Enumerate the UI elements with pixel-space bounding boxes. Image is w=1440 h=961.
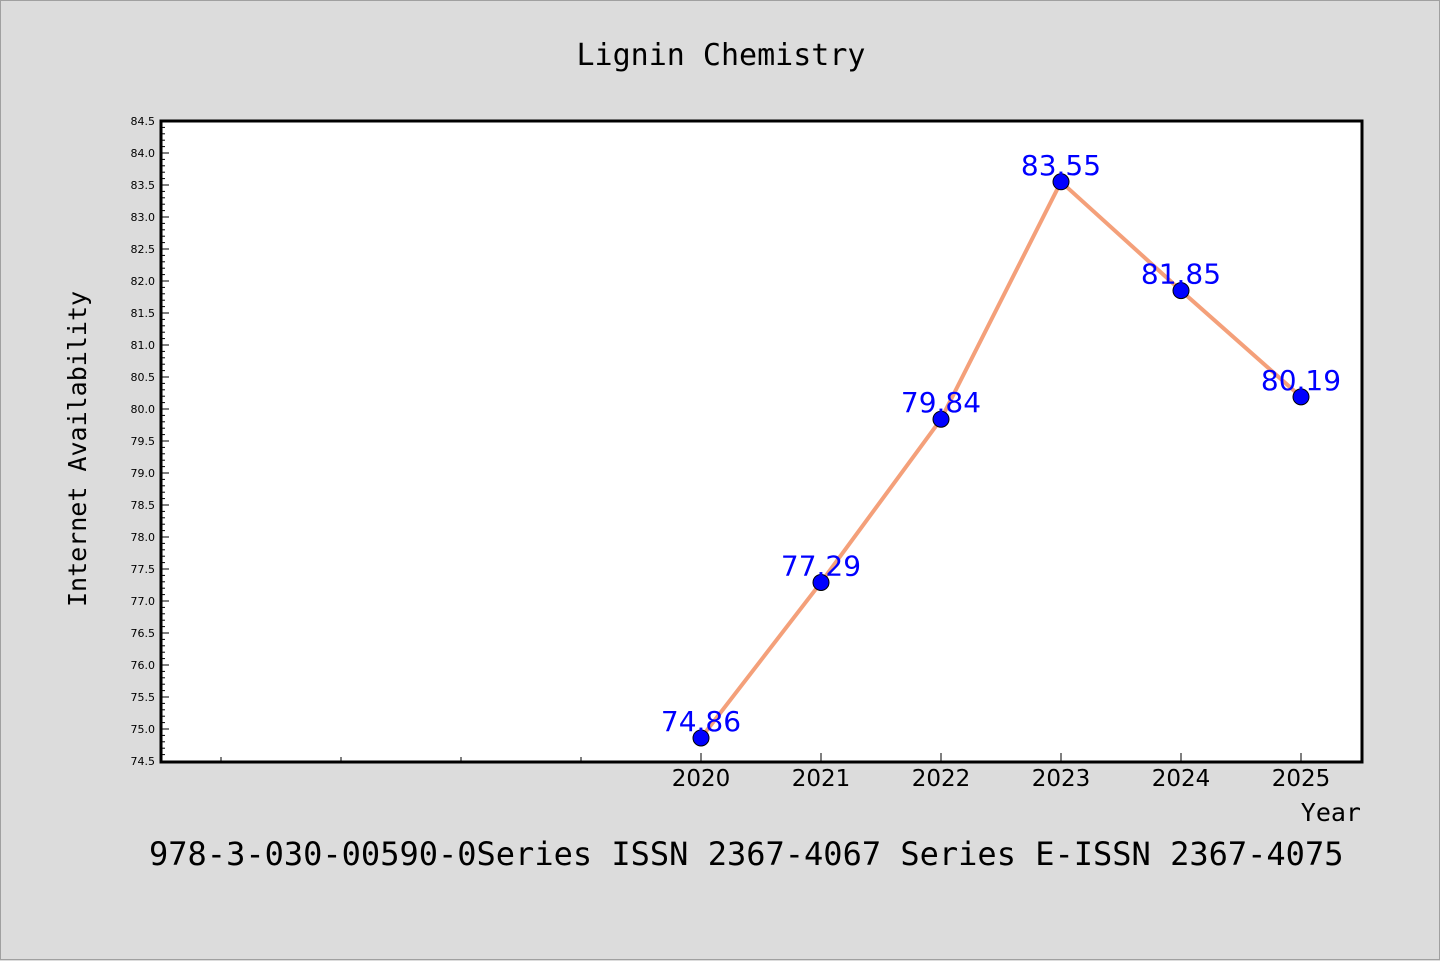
series-line — [699, 179, 1303, 740]
x-tick-label: 2025 — [1272, 766, 1331, 792]
data-label: 77.29 — [781, 549, 861, 582]
y-tick-label: 77.0 — [131, 595, 156, 608]
x-tick-label: 2020 — [672, 766, 731, 792]
y-tick-label: 76.5 — [131, 627, 156, 640]
y-axis-label: Internet Availability — [63, 291, 92, 607]
y-tick-label: 78.5 — [131, 499, 156, 512]
y-tick-label: 80.5 — [131, 371, 156, 384]
data-point — [692, 729, 710, 747]
y-tick-label: 81.0 — [131, 339, 156, 352]
y-tick-label: 76.0 — [131, 659, 156, 672]
y-tick-label: 79.0 — [131, 467, 156, 480]
chart-title: Lignin Chemistry — [577, 38, 866, 73]
data-label: 79.84 — [901, 386, 981, 419]
data-point — [812, 573, 830, 591]
data-point — [1172, 282, 1190, 300]
y-tick-label: 80.0 — [131, 403, 156, 416]
data-label: 74.86 — [661, 705, 741, 738]
y-tick-label: 82.0 — [131, 275, 156, 288]
data-label: 83.55 — [1021, 149, 1101, 182]
data-label: 80.19 — [1261, 364, 1341, 397]
plot-area — [159, 119, 1364, 764]
y-tick-label: 77.5 — [131, 563, 156, 576]
y-tick-label: 75.0 — [131, 723, 156, 736]
y-axis: 74.5 75.0 75.5 76.0 76.5 77.0 77.5 78.0 78.5 79.0… — [131, 115, 169, 768]
y-tick-label: 78.0 — [131, 531, 156, 544]
y-tick-label: 84.5 — [131, 115, 156, 128]
x-tick-label: 2022 — [912, 766, 971, 792]
x-axis: 2020 2021 2022 2023 2024 2025 — [220, 753, 1331, 792]
x-tick-label: 2023 — [1032, 766, 1091, 792]
y-tick-label: 83.0 — [131, 211, 156, 224]
y-tick-label: 74.5 — [131, 755, 156, 768]
data-point — [1292, 388, 1310, 406]
data-point — [1052, 173, 1070, 191]
data-point — [932, 410, 950, 428]
x-axis-label: Year — [1301, 798, 1361, 827]
y-tick-label: 84.0 — [131, 147, 156, 160]
footer-text: 978-3-030-00590-0Series ISSN 2367-4067 S… — [149, 835, 1343, 873]
y-tick-label: 83.5 — [131, 179, 156, 192]
y-tick-label: 75.5 — [131, 691, 156, 704]
y-tick-label: 82.5 — [131, 243, 156, 256]
y-tick-label: 79.5 — [131, 435, 156, 448]
x-tick-label: 2024 — [1152, 766, 1211, 792]
y-tick-label: 81.5 — [131, 307, 156, 320]
series-layer: 74.86 77.29 79.84 83.55 81.85 80.19 — [661, 149, 1341, 747]
data-label: 81.85 — [1141, 258, 1221, 291]
x-tick-label: 2021 — [792, 766, 851, 792]
